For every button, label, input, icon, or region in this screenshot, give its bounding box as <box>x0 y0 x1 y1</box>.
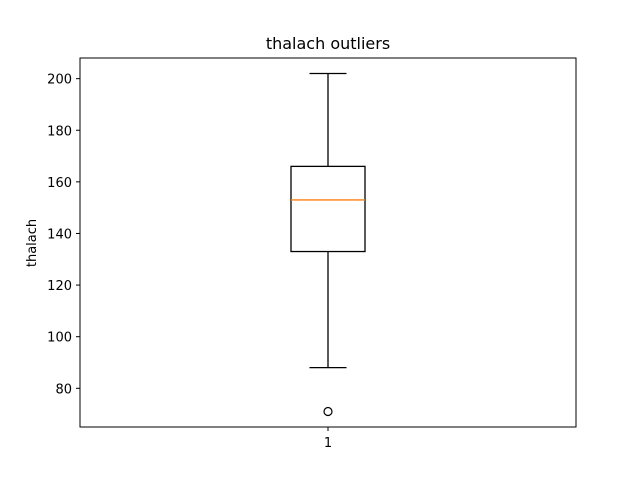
y-tick-label: 100 <box>47 331 72 346</box>
x-tick-label: 1 <box>324 436 332 451</box>
y-axis-label: thalach <box>25 219 40 267</box>
chart-title: thalach outliers <box>266 34 390 53</box>
y-tick-label: 120 <box>47 279 72 294</box>
y-tick-label: 140 <box>47 227 72 242</box>
plot-frame <box>79 57 577 428</box>
y-tick-label: 200 <box>47 73 72 88</box>
plot-layer: 80 100 120 140 160 180 200 1 <box>47 73 366 451</box>
iqr-box <box>290 165 366 253</box>
y-tick-label: 80 <box>55 382 72 397</box>
y-tick-label: 160 <box>47 176 72 191</box>
y-tick-label: 180 <box>47 124 72 139</box>
outlier-point <box>323 406 333 417</box>
